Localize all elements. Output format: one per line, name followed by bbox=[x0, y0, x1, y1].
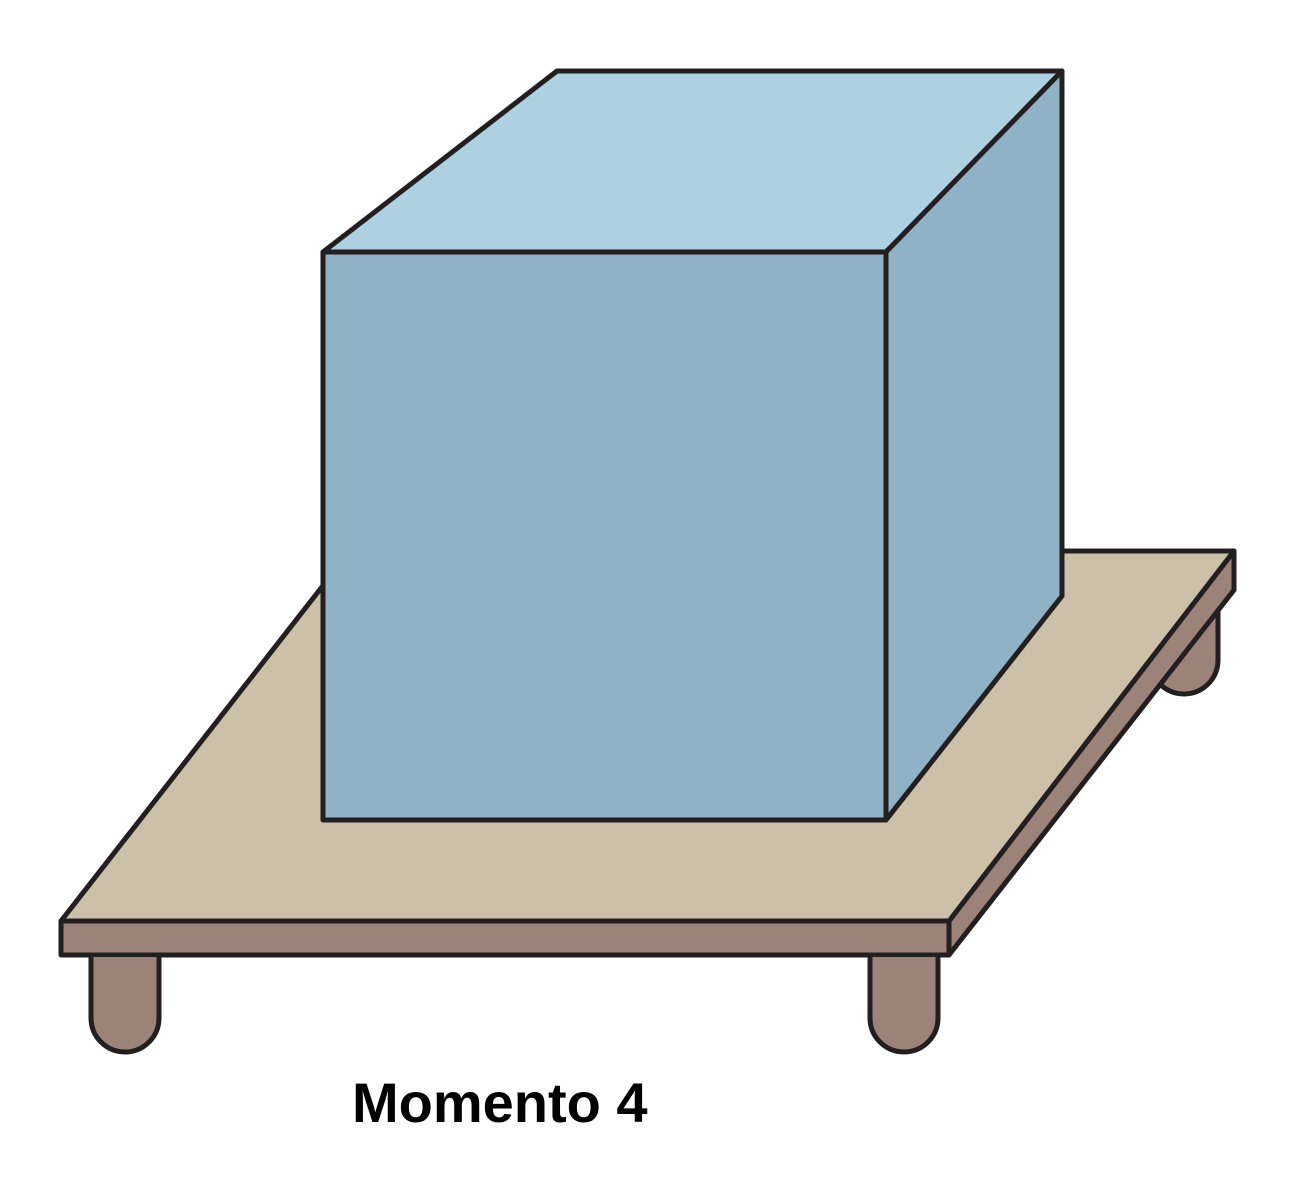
cube bbox=[320, 68, 1065, 823]
platform-leg-front-left bbox=[88, 954, 162, 1055]
platform-leg-front-right bbox=[867, 954, 941, 1055]
platform-front-edge bbox=[58, 918, 952, 958]
cube-front-face bbox=[320, 249, 889, 823]
caption: Momento 4 bbox=[352, 1071, 648, 1134]
